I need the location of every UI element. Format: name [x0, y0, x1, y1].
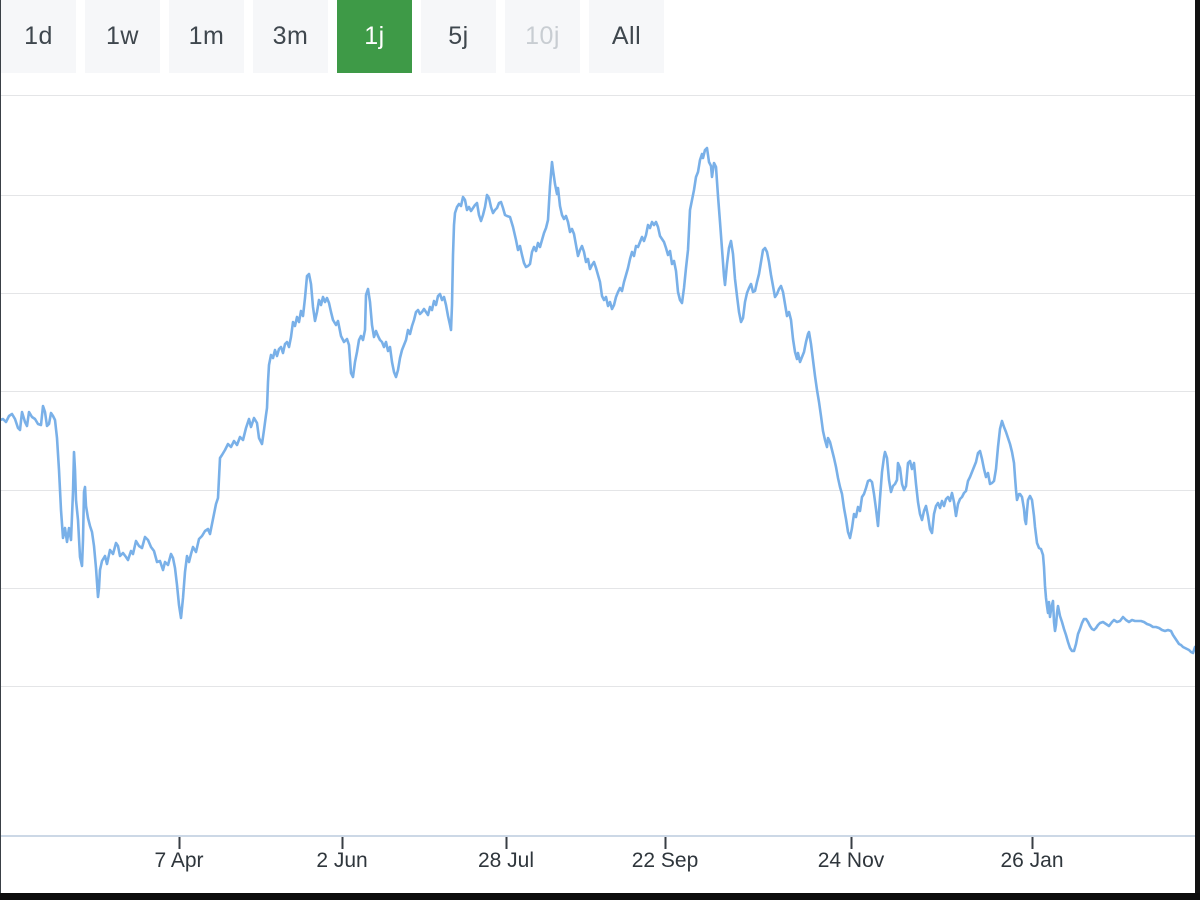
price-line-series: [0, 146, 1197, 655]
frame-right-border: [1195, 0, 1200, 893]
range-button-5j[interactable]: 5j: [421, 0, 496, 73]
range-button-1d[interactable]: 1d: [1, 0, 76, 73]
range-button-all[interactable]: All: [589, 0, 664, 73]
range-button-3m[interactable]: 3m: [253, 0, 328, 73]
time-range-toolbar: 1d 1w 1m 3m 1j 5j 10j All: [1, 0, 673, 73]
frame-bottom-border: [0, 893, 1200, 900]
range-button-1m[interactable]: 1m: [169, 0, 244, 73]
range-button-10j: 10j: [505, 0, 580, 73]
frame-left-border: [0, 0, 1, 893]
range-button-1w[interactable]: 1w: [85, 0, 160, 73]
range-button-1j[interactable]: 1j: [337, 0, 412, 73]
